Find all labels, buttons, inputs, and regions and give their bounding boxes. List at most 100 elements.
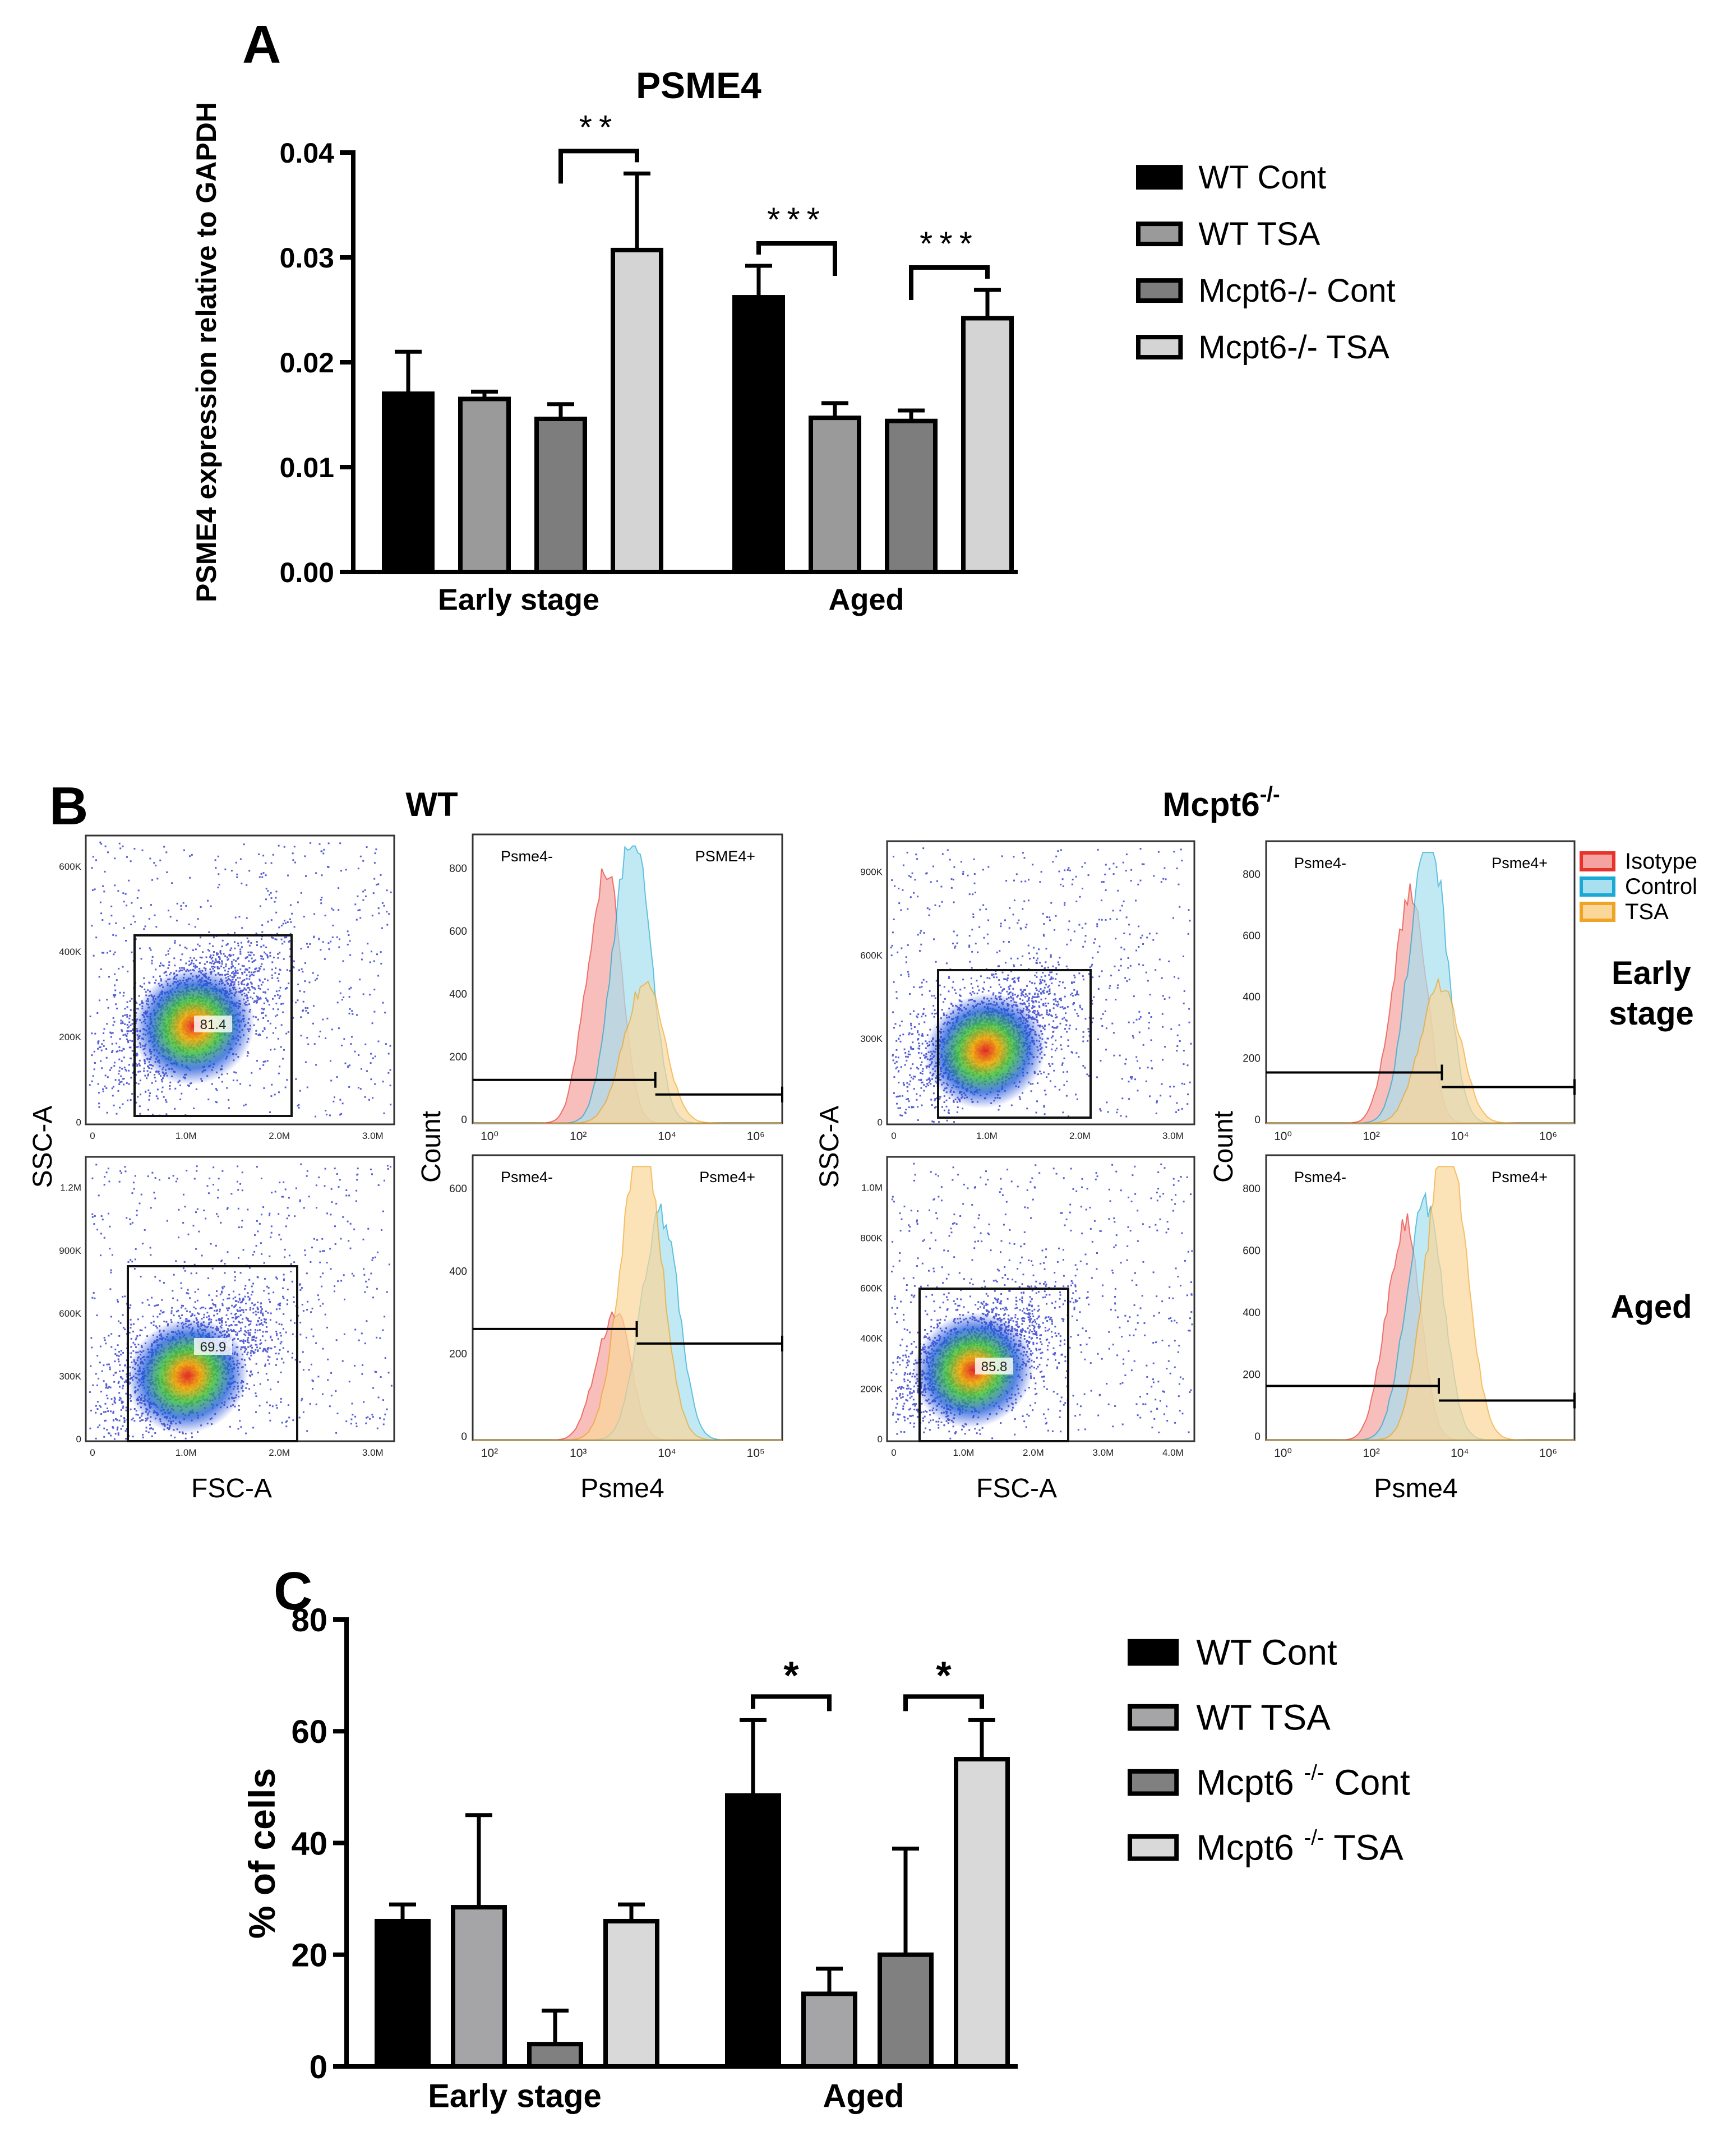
scatter-plot-ko-aged: 85.8 0 1.0M 2.0M 3.0M 4.0M 0 200K 400K 600K 800K 1.… bbox=[860, 1156, 1195, 1458]
scatter-y-tick-label: 0 bbox=[878, 1434, 883, 1445]
gate-box bbox=[937, 969, 1092, 1119]
chart-c-bars: * * bbox=[375, 1653, 1010, 2069]
gate-percent-bg bbox=[975, 1358, 1013, 1374]
scatter-x-tick-label: 2.0M bbox=[1069, 1131, 1091, 1141]
legend-label-wt-cont: WT Cont bbox=[1198, 159, 1326, 196]
scatter-x-tick-label: 0 bbox=[891, 1131, 896, 1141]
scatter-x-tick-label: 3.0M bbox=[362, 1447, 384, 1458]
histogram-legend-swatch-tsa bbox=[1580, 902, 1615, 922]
histogram-negative-label: Psme4- bbox=[1294, 1169, 1346, 1185]
scatter-density-core bbox=[925, 993, 1046, 1109]
significance-bracket bbox=[756, 241, 837, 276]
histogram-y-tick-label: 200 bbox=[1243, 1369, 1261, 1381]
legend-label-wt-tsa: WT TSA bbox=[1196, 1697, 1331, 1737]
bar-mcpt6-tsa-early-stage bbox=[611, 247, 663, 575]
bar-wt-cont-early-stage bbox=[375, 1918, 431, 2069]
histogram-legend-label-isotype: Isotype bbox=[1625, 849, 1697, 874]
significance-bracket bbox=[751, 1694, 832, 1711]
gate-percent-bg bbox=[194, 1338, 232, 1355]
histogram-legend-label-tsa: TSA bbox=[1625, 899, 1669, 924]
histogram-x-tick-label: 10⁶ bbox=[747, 1130, 765, 1143]
scatter-x-tick-label: 3.0M bbox=[1162, 1131, 1184, 1141]
genotype-label-wt: WT bbox=[405, 786, 458, 823]
scatter-plot-wt-aged: 69.9 0 1.0M 2.0M 3.0M 0 300K 600K 900K 1.2M bbox=[59, 1156, 395, 1458]
legend-label-mcpt6-tsa: Mcpt6 -/- TSA bbox=[1196, 1826, 1403, 1868]
scatter-density-core bbox=[133, 967, 255, 1085]
bar-wt-tsa-aged bbox=[809, 416, 861, 574]
scatter-density-core bbox=[912, 1312, 1034, 1428]
category-label-aged: Aged bbox=[829, 583, 904, 617]
histogram-y-tick-label: 200 bbox=[1243, 1053, 1261, 1065]
scatter-x-tick-label: 2.0M bbox=[269, 1131, 290, 1141]
histogram-x-tick-label: 10⁶ bbox=[1539, 1447, 1557, 1460]
histogram-x-tick-label: 10² bbox=[1363, 1130, 1379, 1143]
y-tick-label: 0.02 bbox=[280, 347, 334, 379]
chart-a-axes: 0.00 0.01 0.02 0.03 0.04 Early stage Aged bbox=[280, 137, 1018, 617]
scatter-y-tick-label: 300K bbox=[59, 1371, 81, 1382]
scatter-y-tick-label: 600K bbox=[59, 861, 81, 872]
histogram-negative-label: Psme4- bbox=[1294, 855, 1346, 871]
histogram-y-tick-label: 0 bbox=[1254, 1431, 1261, 1443]
gate-percent-bg bbox=[194, 1016, 232, 1032]
significance-bracket bbox=[558, 149, 639, 184]
legend-label-main: WT Cont bbox=[1196, 1632, 1337, 1672]
histogram-positive-label: PSME4+ bbox=[695, 848, 755, 865]
legend-label-tail: TSA bbox=[1324, 1827, 1403, 1867]
scatter-x-tick-label: 1.0M bbox=[976, 1131, 998, 1141]
histogram-curve-tsa bbox=[1266, 978, 1575, 1124]
hist-x-label-wt: Psme4 bbox=[580, 1474, 664, 1503]
histogram-positive-label: Psme4+ bbox=[1492, 855, 1548, 871]
gate-box bbox=[133, 934, 293, 1117]
scatter-x-tick-label: 2.0M bbox=[269, 1447, 290, 1458]
histogram-x-tick-label: 10² bbox=[570, 1130, 587, 1143]
row-label-aged: Aged bbox=[1611, 1289, 1692, 1325]
scatter-y-tick-label: 600K bbox=[860, 1283, 883, 1294]
legend-label-mcpt6-tsa: Mcpt6-/- TSA bbox=[1198, 329, 1389, 366]
y-tick-label: 0 bbox=[310, 2049, 327, 2086]
histogram-y-tick-label: 0 bbox=[1254, 1114, 1261, 1126]
histogram-legend-label-control: Control bbox=[1625, 874, 1697, 899]
chart-a-bars: ******** bbox=[382, 108, 1014, 575]
significance-stars: ** bbox=[579, 108, 619, 146]
legend-label-main: Mcpt6 bbox=[1196, 1827, 1304, 1867]
scatter-plot-wt-early: 81.4 0 1.0M 2.0M 3.0M 0 200K 400K 600K bbox=[59, 834, 395, 1141]
genotype-label-mcpt6: Mcpt6-/- bbox=[1162, 783, 1280, 823]
histogram-x-tick-label: 10³ bbox=[570, 1447, 587, 1460]
scatter-y-tick-label: 800K bbox=[860, 1233, 883, 1243]
scatter-x-tick-label: 1.0M bbox=[176, 1447, 197, 1458]
legend-swatch-wt-cont bbox=[1136, 165, 1183, 190]
histogram-ko-aged: Psme4- Psme4+ 0 200 400 600 800 10⁰ 10² 10⁴ 10⁶ bbox=[1243, 1154, 1576, 1460]
scatter-x-tick-label: 3.0M bbox=[362, 1131, 384, 1141]
legend-swatch-mcpt6-cont bbox=[1136, 278, 1183, 303]
legend-swatch-wt-cont bbox=[1128, 1639, 1179, 1666]
histogram-x-tick-label: 10⁴ bbox=[1451, 1130, 1469, 1143]
histogram-legend-swatch-isotype bbox=[1580, 851, 1615, 871]
scatter-y-tick-label: 0 bbox=[878, 1117, 883, 1128]
bar-wt-tsa-early-stage bbox=[458, 396, 511, 574]
hist-y-label-wt: Count bbox=[417, 1111, 446, 1183]
histogram-y-tick-label: 600 bbox=[449, 926, 467, 938]
histogram-x-tick-label: 10⁴ bbox=[658, 1130, 676, 1143]
y-tick-label: 40 bbox=[291, 1825, 327, 1862]
category-label-early-stage: Early stage bbox=[428, 2078, 602, 2115]
bar-mcpt6-cont-aged bbox=[878, 1952, 934, 2069]
scatter-y-tick-label: 200K bbox=[59, 1032, 81, 1042]
scatter-x-tick-label: 0 bbox=[891, 1447, 896, 1458]
chart-a-legend: WT Cont WT TSA Mcpt6-/- Cont Mcpt6-/- TSA bbox=[1136, 159, 1396, 366]
histogram-y-tick-label: 0 bbox=[461, 1431, 467, 1443]
histogram-x-tick-label: 10⁰ bbox=[481, 1130, 498, 1143]
scatter-x-tick-label: 4.0M bbox=[1162, 1447, 1184, 1458]
gate-percent: 81.4 bbox=[200, 1017, 227, 1032]
row-label-early: Early stage bbox=[1609, 955, 1694, 1032]
histogram-x-tick-label: 10⁰ bbox=[1274, 1447, 1292, 1460]
histogram-wt-early: Psme4- PSME4+ 0 200 400 600 800 10⁰ 10² 10⁴ 10⁶ bbox=[449, 833, 783, 1143]
chart-a-psme4-expression: PSME4 PSME4 expression relative to GAPDH… bbox=[191, 64, 1396, 617]
scatter-x-tick-label: 3.0M bbox=[1092, 1447, 1114, 1458]
scatter-y-tick-label: 900K bbox=[860, 867, 883, 878]
y-tick-label: 0.03 bbox=[280, 242, 334, 274]
histogram-wt-aged: Psme4- Psme4+ 0 200 400 600 10² 10³ 10⁴ 10⁵ bbox=[449, 1154, 783, 1460]
scatter-x-label-wt: FSC-A bbox=[191, 1474, 272, 1503]
scatter-x-label-ko: FSC-A bbox=[976, 1474, 1057, 1503]
legend-label-tail: Cont bbox=[1324, 1762, 1410, 1802]
